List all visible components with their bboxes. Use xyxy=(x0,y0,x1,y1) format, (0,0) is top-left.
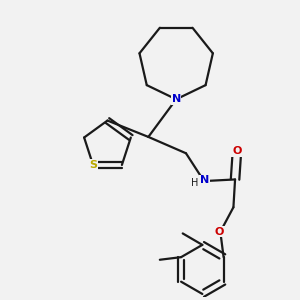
Text: N: N xyxy=(200,175,209,185)
Text: O: O xyxy=(232,146,242,156)
Text: S: S xyxy=(89,160,97,170)
Text: O: O xyxy=(215,227,224,237)
Text: N: N xyxy=(172,94,181,104)
Text: H: H xyxy=(191,178,199,188)
